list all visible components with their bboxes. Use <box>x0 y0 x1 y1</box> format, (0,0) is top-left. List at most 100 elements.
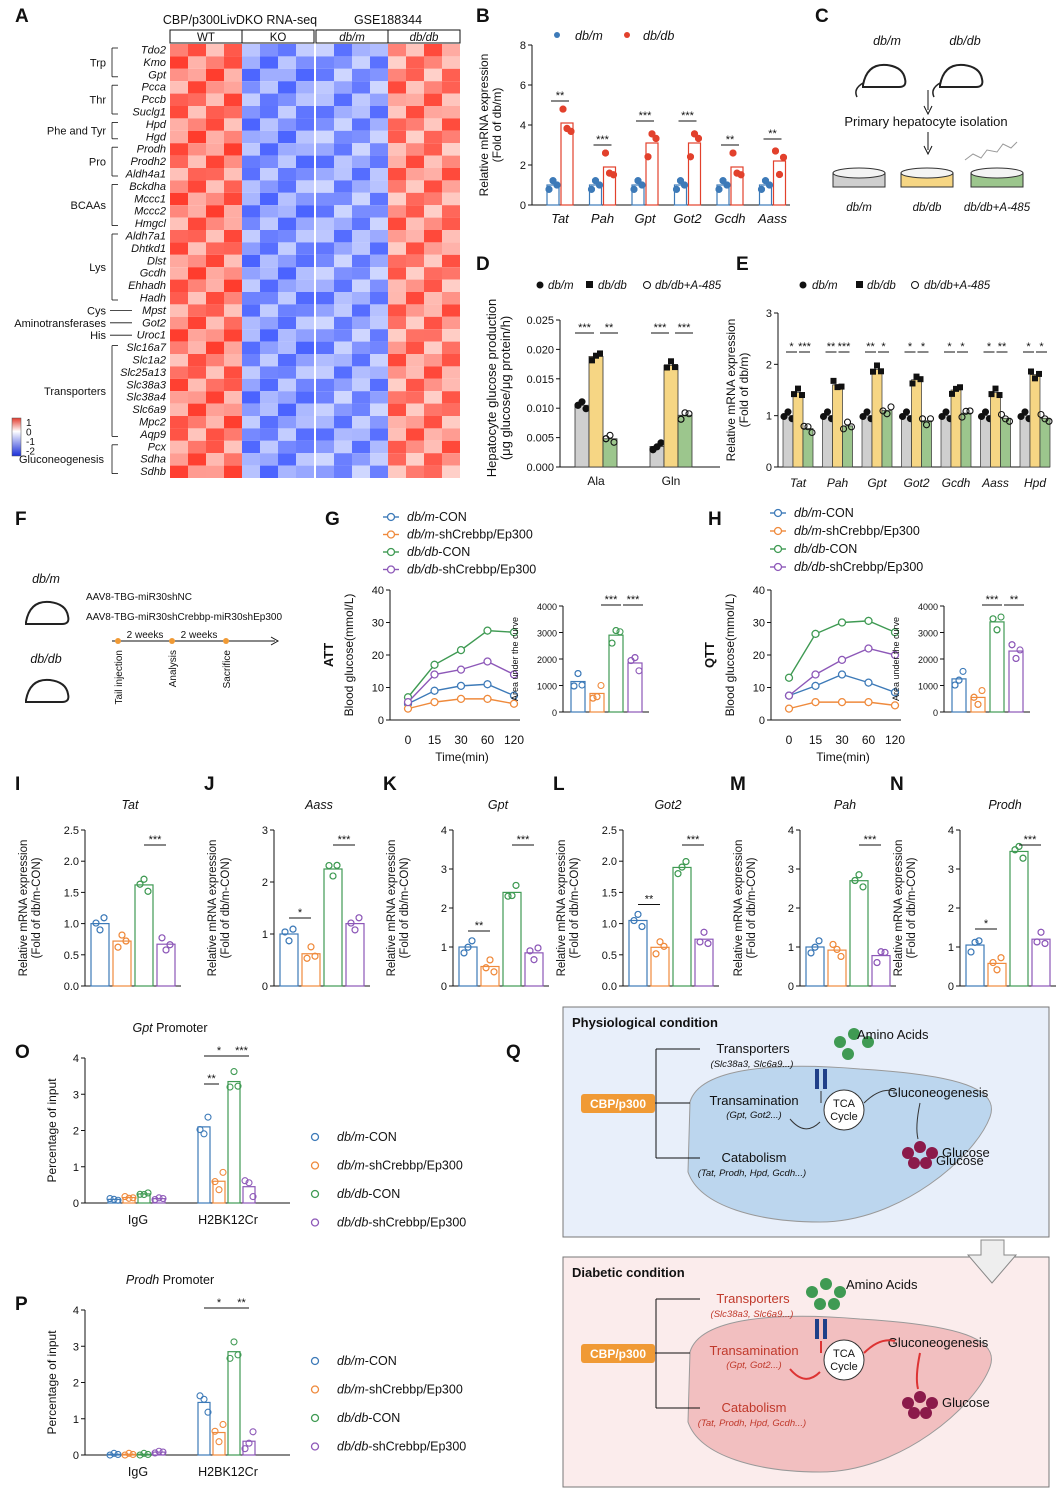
y-tick-label: 0.0 <box>64 981 79 993</box>
significance-label: * <box>960 341 965 353</box>
data-point <box>125 1194 133 1202</box>
heatmap-cell <box>424 378 442 392</box>
data-point <box>883 410 891 418</box>
heatmap-cell <box>352 205 370 218</box>
heatmap-cell <box>388 155 406 168</box>
heatmap-cell <box>442 242 460 255</box>
heatmap-cell <box>206 416 224 429</box>
arrowhead <box>923 105 933 116</box>
heatmap-cell <box>296 354 314 367</box>
heatmap-title-rnaseq: CBP/p300LivDKO RNA-seq <box>163 13 317 27</box>
data-point <box>652 135 660 143</box>
significance-label: *** <box>149 834 163 846</box>
heatmap-cell <box>316 192 334 206</box>
category-label: Trp <box>90 57 106 69</box>
bar-dbdb <box>772 160 787 206</box>
y-axis-label: (Fold of db/m) <box>490 88 504 163</box>
heatmap-cell <box>442 106 460 119</box>
flow-arrow <box>863 1339 896 1354</box>
heatmap-cell <box>334 81 352 94</box>
flow-arrow <box>915 1352 921 1390</box>
heatmap-cell <box>206 118 224 131</box>
glucose-dot <box>902 1397 914 1409</box>
heatmap-cell <box>334 118 352 131</box>
heatmap-cell <box>352 366 370 379</box>
heatmap-cell <box>188 230 206 243</box>
heatmap-cell <box>260 428 278 441</box>
heatmap-cell <box>278 44 296 57</box>
heatmap-cell <box>260 292 278 305</box>
significance-label: * <box>908 341 913 353</box>
heatmap-cell <box>188 118 206 131</box>
y-axis-label: Relative mRNA expression <box>477 54 491 197</box>
tca-label: TCA <box>833 1348 856 1360</box>
data-point <box>981 408 990 416</box>
bar <box>574 404 590 468</box>
heatmap-cell <box>188 130 206 144</box>
arrowhead <box>270 636 280 646</box>
heatmap-cell <box>370 267 388 280</box>
heatmap-cell <box>296 180 314 193</box>
x-tick-label: 15 <box>809 733 823 747</box>
heatmap-cell <box>188 391 206 404</box>
data-point <box>351 926 359 934</box>
heatmap-cell <box>188 366 206 379</box>
heatmap-cell <box>242 279 260 292</box>
x-tick-label: Got2 <box>903 476 929 490</box>
x-tick-label: H2BK12Cr <box>198 1465 258 1479</box>
data-point <box>1033 938 1041 946</box>
heatmap-cell <box>442 428 460 441</box>
heatmap-cell <box>406 118 424 131</box>
x-tick-label: Aass <box>981 476 1009 490</box>
legend-marker <box>310 1442 320 1451</box>
data-point <box>682 858 690 866</box>
heatmap-cell <box>170 168 188 181</box>
heatmap-cell <box>388 180 406 193</box>
y-tick-label: 0.5 <box>602 950 617 962</box>
heatmap-cell <box>424 56 442 69</box>
bar <box>694 938 714 987</box>
data-point <box>92 919 100 927</box>
significance-label: * <box>789 341 794 353</box>
heatmap-cell <box>442 341 460 354</box>
x-tick-label: IgG <box>128 1465 148 1479</box>
bar <box>940 415 952 468</box>
heatmap-cell <box>224 242 242 255</box>
dish-label: db/m <box>846 202 872 214</box>
heatmap-cell <box>406 130 424 144</box>
series-point <box>430 660 439 669</box>
heatmap-cell <box>388 242 406 255</box>
data-point <box>638 923 646 931</box>
heatmap-cell <box>406 205 424 218</box>
heatmap-cell <box>442 366 460 379</box>
timeline-event: Sacrifice <box>222 650 233 689</box>
amino-acid-dot <box>842 1048 854 1060</box>
y-tick-label: 1 <box>262 929 268 941</box>
heatmap-cell <box>206 341 224 354</box>
auc-bar <box>608 634 624 713</box>
data-point <box>877 948 885 956</box>
data-point <box>559 105 567 113</box>
bar <box>480 965 500 987</box>
data-point <box>464 943 472 951</box>
category-label: Transporters <box>44 386 106 398</box>
transporter-channel <box>823 1319 827 1339</box>
y-axis-label: Relative mRNA expression <box>18 840 30 977</box>
heatmap-cell <box>242 354 260 367</box>
heatmap-cell <box>242 81 260 94</box>
heatmap-cell <box>370 143 388 156</box>
data-point <box>926 415 935 423</box>
heatmap-cell <box>278 391 296 404</box>
heatmap-cell <box>406 267 424 280</box>
data-point <box>144 1189 152 1197</box>
dish-top <box>832 167 886 179</box>
heatmap-cell <box>388 354 406 367</box>
legend-marker <box>773 508 783 518</box>
significance-label: ** <box>645 893 654 905</box>
significance-label: *** <box>578 322 592 334</box>
gene-label: Slc25a13 <box>120 367 167 379</box>
data-point <box>780 412 788 421</box>
series-point <box>890 650 900 660</box>
data-point <box>958 413 966 421</box>
heatmap-cell <box>170 118 188 131</box>
